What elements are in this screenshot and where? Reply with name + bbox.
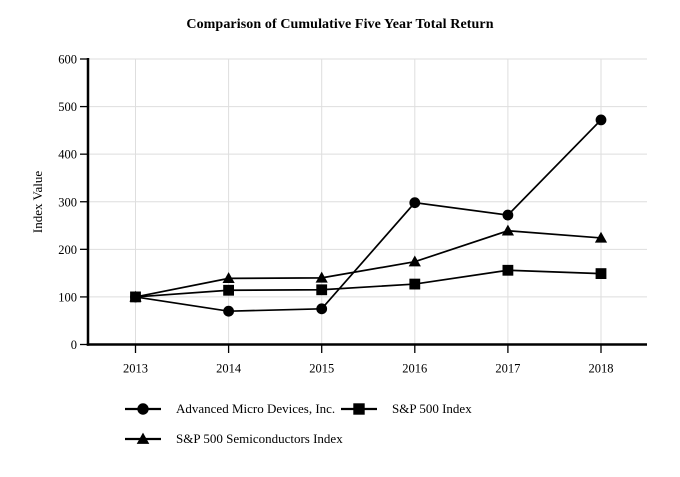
svg-text:100: 100 xyxy=(58,290,77,304)
chart-title: Comparison of Cumulative Five Year Total… xyxy=(186,17,494,32)
axis-ticks xyxy=(80,58,602,353)
legend-label-amd: Advanced Micro Devices, Inc. xyxy=(176,401,336,416)
svg-text:2014: 2014 xyxy=(216,362,242,376)
legend-marker-square-icon xyxy=(341,403,377,415)
svg-text:0: 0 xyxy=(71,338,77,352)
svg-text:200: 200 xyxy=(58,243,77,257)
legend-label-sp500: S&P 500 Index xyxy=(392,401,472,416)
svg-text:2015: 2015 xyxy=(309,362,334,376)
series-triangle xyxy=(129,224,608,302)
legend-marker-circle-icon xyxy=(125,403,161,415)
svg-text:500: 500 xyxy=(58,100,77,114)
svg-text:2017: 2017 xyxy=(495,362,520,376)
legend-label-sp500-semis: S&P 500 Semiconductors Index xyxy=(176,431,343,446)
plot-svg: 0 100 200 300 400 500 600 2013 2014 2015 2016 2017 2… xyxy=(58,53,647,376)
svg-text:2013: 2013 xyxy=(123,362,148,376)
series-square xyxy=(130,264,607,303)
svg-text:300: 300 xyxy=(58,195,77,209)
svg-text:2016: 2016 xyxy=(402,362,427,376)
svg-text:600: 600 xyxy=(58,53,77,67)
legend-marker-triangle-icon xyxy=(125,432,161,444)
svg-text:400: 400 xyxy=(58,148,77,162)
legend-item-sp500: S&P 500 Index xyxy=(341,401,472,416)
svg-text:2018: 2018 xyxy=(589,362,614,376)
legend-item-sp500-semis: S&P 500 Semiconductors Index xyxy=(125,431,343,446)
legend-item-amd: Advanced Micro Devices, Inc. xyxy=(125,401,336,416)
axis-tick-labels: 0 100 200 300 400 500 600 2013 2014 2015 2016 2017 2… xyxy=(58,53,613,376)
